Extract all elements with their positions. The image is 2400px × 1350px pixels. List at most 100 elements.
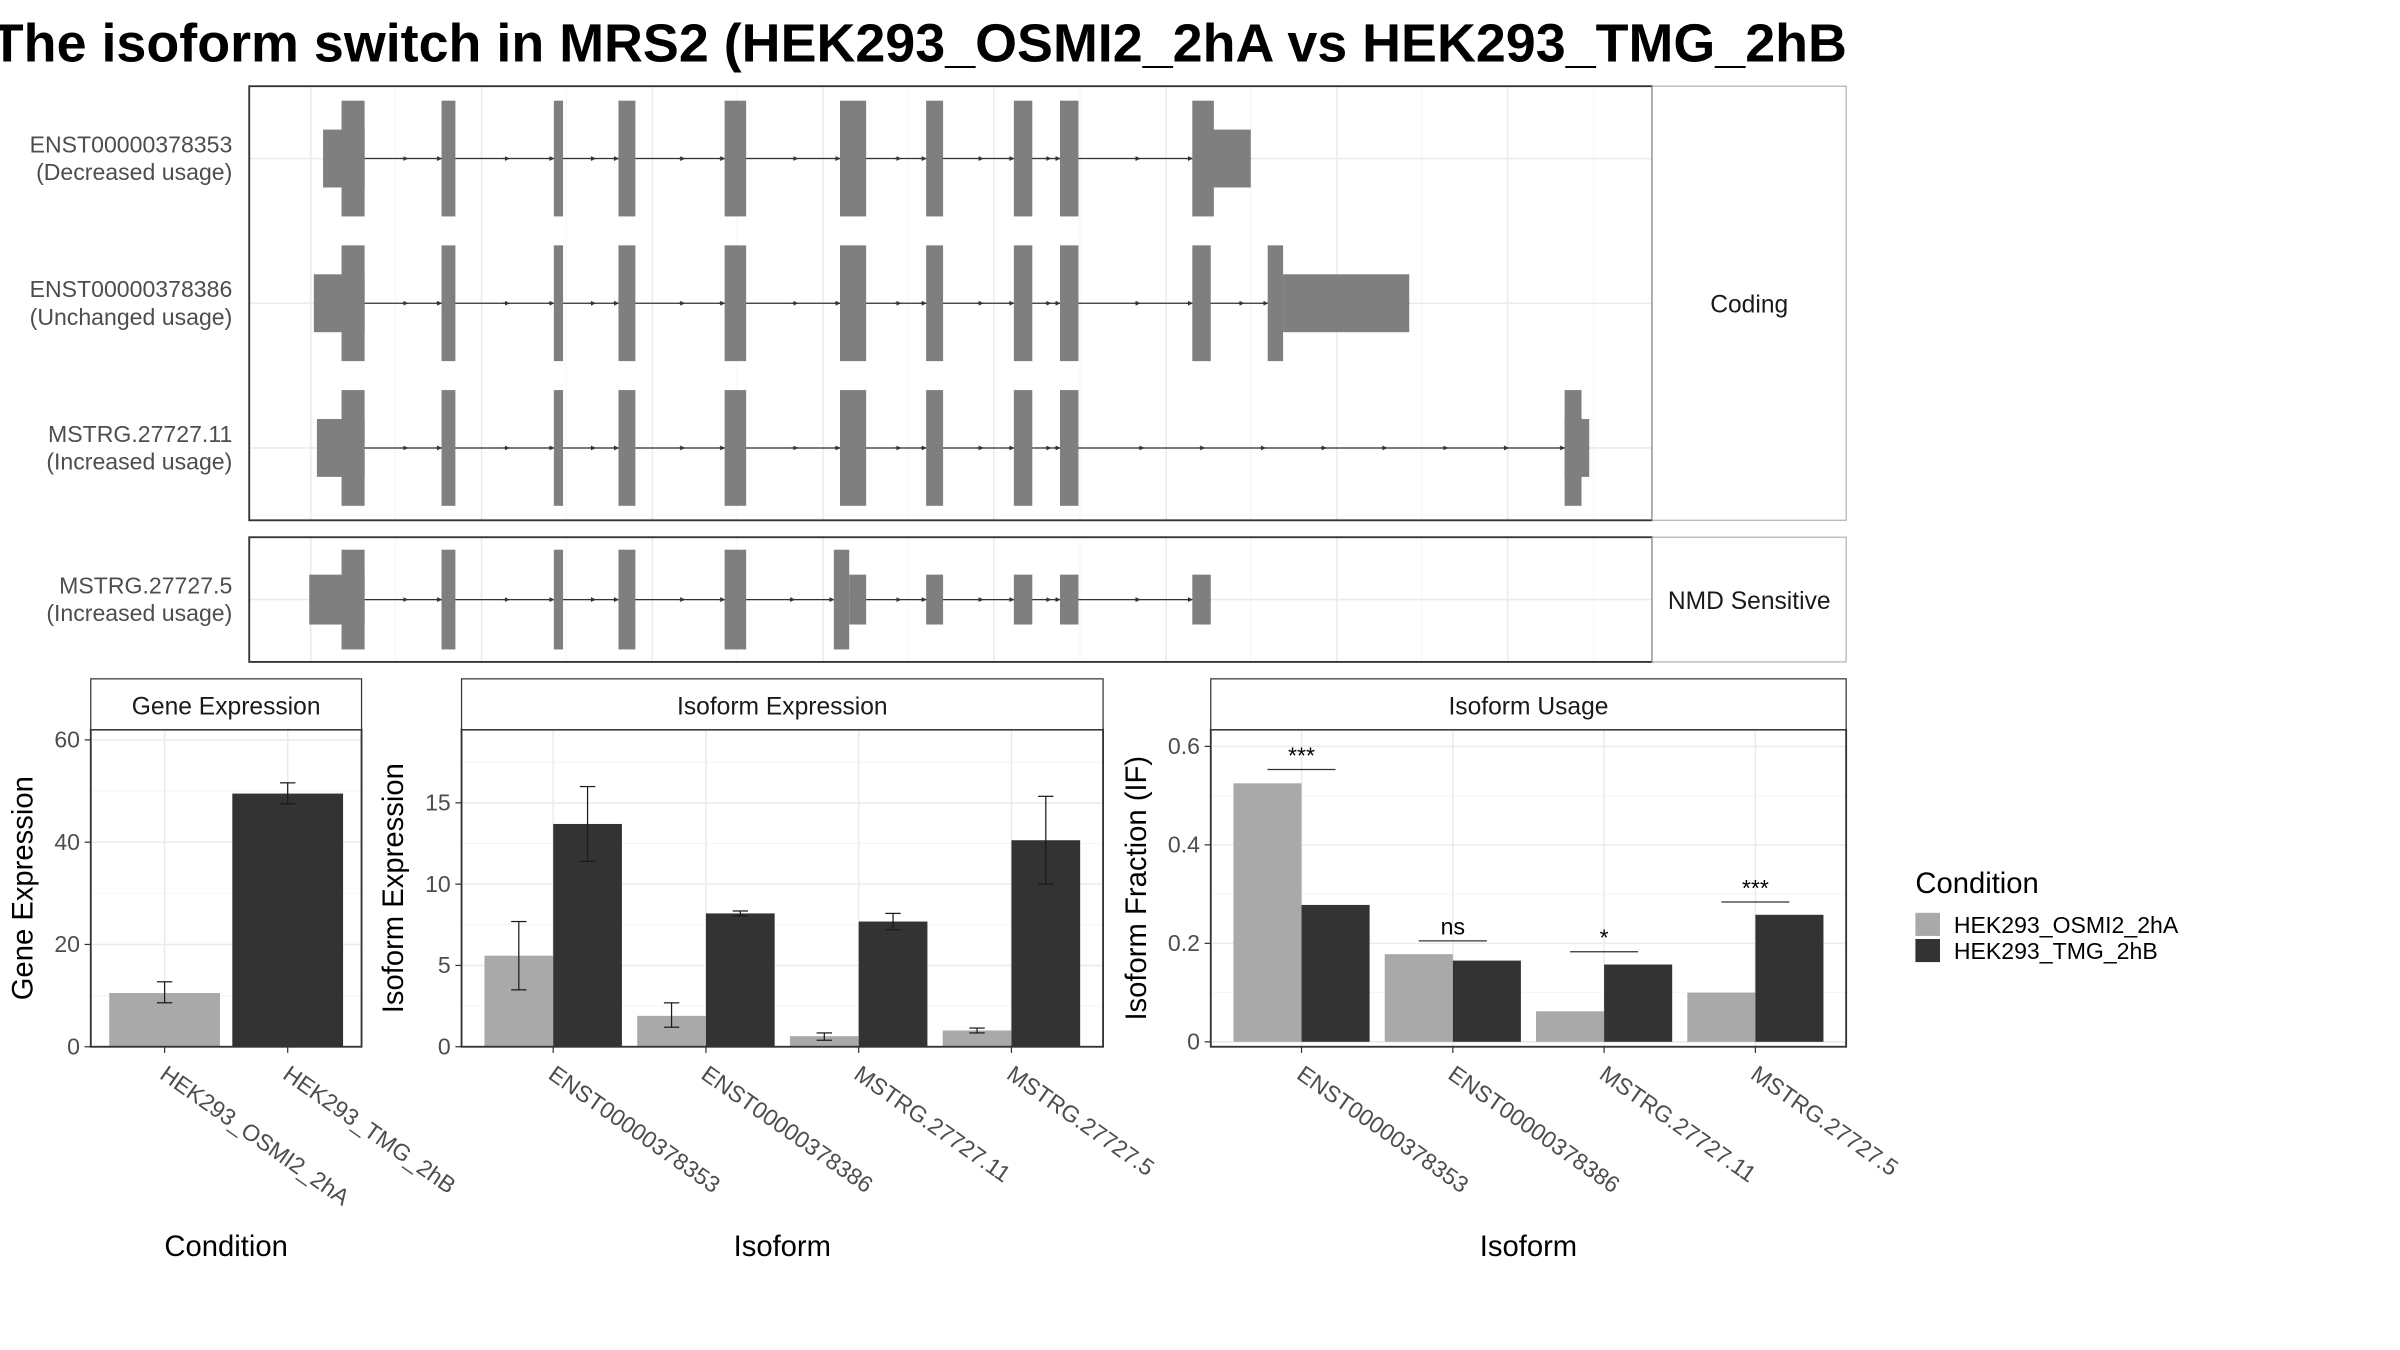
coding-exon — [553, 390, 564, 506]
coding-exon — [1192, 245, 1211, 362]
transcript-usage-label: (Increased usage) — [46, 448, 232, 474]
bar-chart-2: 00.20.40.6 ***ns ****Isoform UsageENST0000… — [1121, 678, 1903, 1263]
group-strip — [1651, 536, 1847, 663]
coding-exon — [553, 100, 564, 217]
coding-exon — [1564, 390, 1582, 506]
coding-exon — [1060, 390, 1079, 506]
legend-swatch — [1915, 938, 1940, 963]
chart-strip — [460, 678, 1104, 731]
transcript-usage-label: (Increased usage) — [46, 600, 232, 626]
coding-exon — [1013, 390, 1033, 506]
legend-swatch — [1915, 912, 1940, 936]
coding-exon — [1060, 245, 1079, 362]
utr-exon — [1209, 129, 1251, 188]
coding-exon — [724, 100, 747, 217]
x-tick-label: MSTRG.27727.5 — [1746, 1060, 1903, 1181]
coding-exon — [341, 100, 365, 217]
coding-exon — [341, 245, 365, 362]
utr-exon — [1013, 574, 1033, 625]
coding-exon — [553, 245, 564, 362]
bar-ENST00000378386-0 — [1384, 954, 1453, 1042]
coding-exon — [926, 100, 944, 217]
bar-MSTRG.27727.5-0 — [1687, 992, 1756, 1042]
coding-exon — [1192, 100, 1214, 217]
y-tick-label: 15 — [425, 790, 451, 816]
group-label: NMD Sensitive — [1668, 588, 1831, 615]
chart-title: Isoform Expression — [677, 693, 888, 720]
transcript-usage-label: (Decreased usage) — [36, 159, 232, 185]
x-tick-label: MSTRG.27727.11 — [850, 1060, 1016, 1187]
transcript-ENST00000378353: ENST00000378353(Decreased usage) — [30, 100, 1653, 217]
coding-exon — [1013, 245, 1033, 362]
figure-title: The isoform switch in MRS2 (HEK293_OSMI2… — [0, 14, 1847, 74]
coding-exon — [840, 245, 867, 362]
y-tick-label: 0.4 — [1168, 832, 1200, 858]
chart-title: Gene Expression — [132, 693, 321, 720]
x-tick-label: MSTRG.27727.5 — [1002, 1060, 1159, 1181]
utr-exon — [1192, 574, 1211, 625]
structure-panel-0: ENST00000378353(Decreased usage)ENST0000… — [30, 85, 1847, 522]
bar-ENST00000378353-0 — [1233, 783, 1302, 1042]
coding-exon — [833, 549, 850, 650]
bar-MSTRG.27727.5-1 — [1755, 914, 1824, 1042]
x-axis-title: Isoform — [1480, 1231, 1577, 1263]
transcript-usage-label: (Unchanged usage) — [30, 304, 233, 330]
significance-label: *** — [1742, 875, 1769, 901]
coding-exon — [618, 390, 636, 506]
coding-exon — [441, 549, 456, 650]
coding-exon — [840, 390, 867, 506]
y-tick-label: 0 — [1187, 1029, 1200, 1055]
coding-exon — [1060, 100, 1079, 217]
y-tick-label: 0.6 — [1168, 733, 1200, 759]
utr-exon — [1283, 274, 1410, 333]
coding-exon — [618, 100, 636, 217]
bar-MSTRG.27727.5-0 — [942, 1030, 1012, 1047]
legend-title: Condition — [1915, 868, 2038, 900]
y-tick-label: 0.2 — [1168, 930, 1200, 956]
coding-exon — [1013, 100, 1033, 217]
significance-label: *** — [1288, 742, 1315, 768]
coding-exon — [840, 100, 867, 217]
significance-label: ns — [1441, 914, 1465, 940]
bar-MSTRG.27727.11-1 — [858, 921, 928, 1047]
y-tick-label: 10 — [425, 871, 451, 897]
y-tick-label: 5 — [438, 952, 451, 978]
chart-title: Isoform Usage — [1448, 693, 1608, 720]
y-tick-label: 60 — [54, 727, 80, 753]
coding-exon — [1267, 245, 1284, 362]
transcript-id-label: ENST00000378386 — [30, 276, 233, 302]
utr-exon — [926, 574, 944, 625]
bar-MSTRG.27727.11-0 — [1536, 1011, 1605, 1042]
transcript-id-label: MSTRG.27727.11 — [48, 421, 232, 447]
transcript-ENST00000378386: ENST00000378386(Unchanged usage) — [30, 245, 1653, 362]
bar-MSTRG.27727.11-0 — [789, 1036, 859, 1047]
legend-label: HEK293_TMG_2hB — [1954, 938, 2158, 964]
structure-panel-1: MSTRG.27727.5(Increased usage) NMD Sensit… — [46, 536, 1847, 663]
x-tick-label: MSTRG.27727.11 — [1595, 1060, 1761, 1187]
y-tick-label: 40 — [54, 829, 80, 855]
utr-exon — [849, 574, 867, 625]
coding-exon — [618, 245, 636, 362]
transcript-MSTRG.27727.11: MSTRG.27727.11(Increased usage) — [46, 390, 1653, 506]
x-axis-title: Condition — [164, 1231, 287, 1263]
y-axis-title: Isoform Expression — [378, 763, 410, 1013]
chart-strip — [90, 678, 363, 731]
coding-exon — [341, 390, 365, 506]
coding-exon — [553, 549, 564, 650]
transcript-id-label: ENST00000378353 — [30, 131, 233, 157]
bar-ENST00000378353-1 — [1301, 904, 1370, 1042]
x-axis-title: Isoform — [734, 1231, 831, 1263]
group-label: Coding — [1710, 291, 1788, 318]
coding-exon — [441, 100, 456, 217]
y-tick-label: 0 — [67, 1033, 80, 1059]
utr-exon — [1060, 574, 1079, 625]
transcript-id-label: MSTRG.27727.5 — [59, 572, 232, 598]
bar-ENST00000378386-1 — [1452, 960, 1521, 1042]
coding-exon — [618, 549, 636, 650]
coding-exon — [926, 390, 944, 506]
transcript-MSTRG.27727.5: MSTRG.27727.5(Increased usage) — [46, 549, 1653, 650]
coding-exon — [724, 245, 747, 362]
